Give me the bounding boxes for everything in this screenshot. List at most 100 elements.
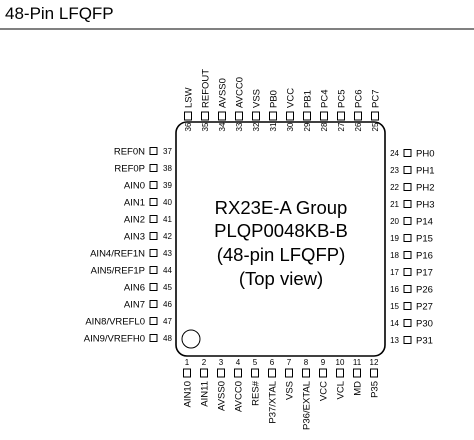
pin-number: 40 [163,198,172,207]
pin-pad [149,198,158,206]
pin-pad [371,111,379,121]
pin-number: 39 [163,181,172,190]
pin-name: P30 [416,319,433,330]
pin-number: 14 [390,319,399,328]
pin-name: P36/EXTAL [302,381,313,430]
pin-pad [183,368,191,378]
pin-name: PC6 [354,90,365,108]
pin-name: PC5 [337,90,348,108]
pin-name: AIN9/VREFH0 [84,334,145,345]
pin-pad [403,336,412,344]
pin-pad [149,181,158,189]
pin-name: AIN11 [200,381,211,407]
pin-pad [320,111,328,121]
pin-name: P27 [416,302,433,313]
pins-top: 36 LSW 35 REFOUT 34 AVSS0 33 AVCC0 32 VSS 31 PB0 30 V… [184,69,382,132]
pin-name: VCC [286,88,297,108]
pin-pad [149,249,158,257]
pin-number: 45 [163,283,172,292]
pin-number: 17 [390,268,399,277]
pin-pad [149,215,158,223]
chip-package-type: (48-pin LFQFP) [217,244,346,265]
pins-bottom: 1 AIN10 2 AIN11 3 AVSS0 4 AVCC0 5 RES# 6 P37/XTAL 7 V… [183,358,381,430]
pin-name: PC4 [320,90,331,108]
pin-name: REF0P [114,164,145,175]
pin-pad [403,217,412,225]
pin-pad [149,283,158,291]
pin-number: 23 [390,166,399,175]
pin-number: 21 [390,200,399,209]
pin-number: 1 [185,358,190,367]
pin-name: AIN10 [183,381,194,407]
pin-number: 5 [253,358,258,367]
pin-pad [217,368,225,378]
pin-number: 3 [219,358,224,367]
chip-group-name: RX23E-A Group [215,197,348,218]
pin-pad [403,200,412,208]
pin-name: VCC [319,381,330,401]
pin-number: 24 [390,149,399,158]
pin-number: 33 [235,122,244,131]
pin-number: 15 [390,302,399,311]
pin-pad [235,111,243,121]
pin-name: REF0N [114,147,145,158]
pin-pad [403,285,412,293]
pin-name: PH0 [416,149,434,160]
pin-name: P14 [416,217,433,228]
pin-number: 31 [269,122,278,131]
pin-name: LSW [184,87,195,108]
pin-pad [403,234,412,242]
pin-number: 32 [252,122,261,131]
pin-number: 22 [390,183,399,192]
pin-number: 6 [270,358,275,367]
pin-number: 30 [286,122,295,131]
pin-name: AIN8/VREFL0 [85,317,145,328]
pin-number: 10 [336,358,345,367]
pin-name: AIN6 [124,283,145,294]
pin-number: 37 [163,147,172,156]
pin-name: AIN1 [124,198,145,209]
pin-pad [319,368,327,378]
pin-name: VCL [336,381,347,399]
pin-number: 48 [163,334,172,343]
pin-number: 47 [163,317,172,326]
pin-name: AVSS0 [217,381,228,411]
pin-number: 11 [353,358,362,367]
pin-pad [302,368,310,378]
pin-number: 41 [163,215,172,224]
pin-name: AIN2 [124,215,145,226]
pin-number: 13 [390,336,399,345]
pin-name: AIN3 [124,232,145,243]
pin-pad [403,268,412,276]
pin-name: P35 [370,381,381,398]
pin-pad [201,111,209,121]
pin-pad [336,368,344,378]
pin-name: AIN4/REF1N [90,249,145,260]
pin-pad [403,302,412,310]
pin-name: PH1 [416,166,434,177]
pin-pad [403,251,412,259]
pin-pad [251,368,259,378]
pin-number: 34 [218,122,227,131]
pin-pad [149,232,158,240]
pin-name: P16 [416,251,433,262]
pin-pad [403,319,412,327]
pin-pad [403,183,412,191]
pin-number: 8 [304,358,309,367]
pin-name: P17 [416,268,433,279]
pin-pad [149,300,158,308]
pin-number: 27 [337,122,346,131]
pin-name: PB0 [269,90,280,108]
pin-name: P26 [416,285,433,296]
chip-package-code: PLQP0048KB-B [214,220,348,241]
pin-name: VSS [252,89,263,108]
pin-name: AIN0 [124,181,145,192]
pin-name: AVCC0 [234,381,245,412]
pin-number: 9 [321,358,326,367]
pin-name: PC7 [371,90,382,108]
pin-pad [286,111,294,121]
pin-pad [354,111,362,121]
pin-pad [234,368,242,378]
pin-pad [370,368,378,378]
pin-name: PB1 [303,90,314,108]
